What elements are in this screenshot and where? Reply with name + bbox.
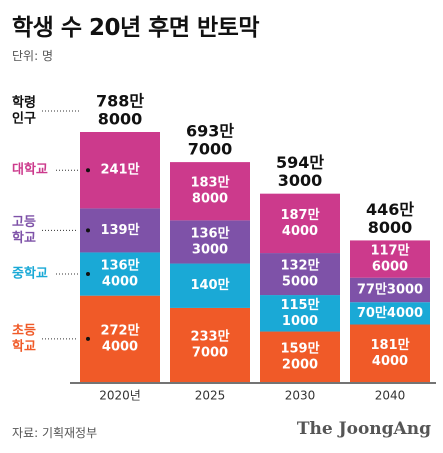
bar-segment (170, 307, 250, 382)
legend-dot (86, 272, 90, 277)
segment-label: 139만 (100, 222, 139, 238)
segment-label: 187만 (280, 207, 319, 223)
legend-dot (86, 336, 90, 341)
category-tick-label: 2040 (375, 389, 406, 403)
segment-label: 4000 (372, 354, 408, 369)
segment-label: 4000 (102, 275, 138, 290)
chart-title: 학생 수 20년 후면 반토막 (12, 15, 259, 41)
legend-label: 고등 (12, 215, 36, 230)
bar-segment (170, 220, 250, 264)
legend-dot (86, 228, 90, 233)
segment-label: 4000 (282, 224, 318, 239)
segment-label: 4000 (102, 339, 138, 354)
bar-segment (170, 162, 250, 221)
segment-label: 8000 (192, 192, 228, 207)
legend-label: 인구 (12, 111, 36, 127)
bar-segment (350, 240, 430, 278)
legend-label: 초등 (12, 323, 36, 338)
segment-label: 117만 (370, 243, 409, 259)
segment-label: 272만 (100, 322, 139, 338)
total-label: 8000 (368, 218, 413, 237)
segment-label: 233만 (190, 328, 229, 344)
category-tick-label: 2025 (195, 389, 226, 403)
segment-label: 140만 (190, 277, 229, 293)
segment-label: 181만 (370, 337, 409, 353)
segment-label: 1000 (282, 314, 318, 329)
segment-label: 241만 (100, 162, 139, 178)
bar-segment (80, 252, 160, 296)
segment-label: 6000 (372, 260, 408, 275)
bar-segment (170, 263, 250, 308)
segment-label: 115만 (280, 297, 319, 313)
total-label: 446만 (366, 200, 414, 219)
unit-label: 단위: 명 (12, 49, 53, 63)
legend-dot (86, 168, 90, 173)
bar-segment (260, 295, 340, 332)
segment-label: 70만4000 (357, 305, 423, 321)
total-label: 8000 (98, 110, 143, 129)
segment-label: 77만3000 (357, 281, 423, 297)
segment-label: 132만 (280, 258, 319, 274)
legend-label: 학교 (12, 230, 36, 246)
publisher-logo: The JoongAng (296, 419, 431, 439)
source-note: 자료: 기획재정부 (12, 426, 98, 440)
bar-segment (350, 302, 430, 325)
bar-segment (260, 193, 340, 254)
legend-label: 중학교 (12, 266, 48, 282)
segment-label: 2000 (282, 357, 318, 372)
segment-label: 183만 (190, 175, 229, 191)
total-label: 7000 (188, 140, 233, 159)
segment-label: 136만 (100, 258, 139, 274)
bar-segment (350, 324, 430, 382)
segment-label: 136만 (190, 225, 229, 241)
legend-label: 학교 (12, 338, 36, 354)
bar-segment (260, 253, 340, 296)
total-label: 3000 (278, 171, 323, 190)
segment-label: 3000 (192, 242, 228, 257)
segment-label: 5000 (282, 275, 318, 290)
total-label: 693만 (186, 122, 234, 141)
bar-segment (80, 295, 160, 382)
bar-segment (80, 208, 160, 253)
bar-segment (80, 132, 160, 209)
segment-label: 7000 (192, 345, 228, 360)
legend-label: 학령 (12, 95, 36, 111)
bar-segment (260, 331, 340, 382)
total-label: 788만 (96, 92, 144, 111)
category-tick-label: 2030 (285, 389, 316, 403)
total-label: 594만 (276, 153, 324, 172)
bar-segment (350, 277, 430, 303)
legend-label: 대학교 (12, 162, 48, 178)
category-tick-label: 2020년 (99, 389, 141, 403)
segment-label: 159만 (280, 340, 319, 356)
